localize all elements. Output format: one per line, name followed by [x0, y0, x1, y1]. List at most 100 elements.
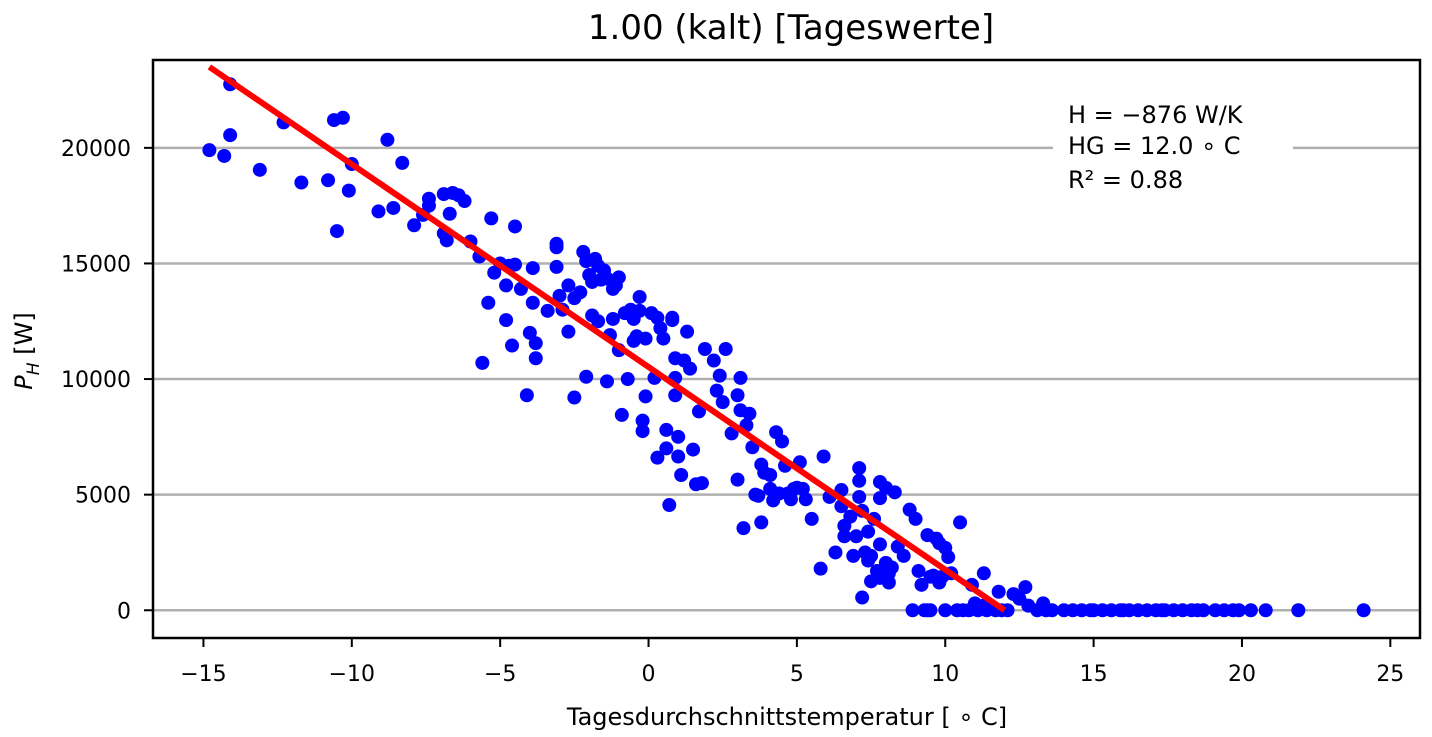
data-point: [730, 472, 745, 487]
data-point: [751, 488, 766, 503]
data-point: [380, 132, 395, 147]
data-point: [694, 476, 709, 491]
data-point: [1291, 603, 1306, 618]
data-point: [508, 257, 522, 272]
data-point: [884, 560, 899, 575]
x-tick-label: 10: [931, 662, 959, 687]
data-point: [217, 148, 232, 163]
data-point: [697, 342, 712, 356]
data-point: [730, 388, 745, 403]
data-point: [887, 485, 902, 500]
data-point: [484, 211, 499, 226]
data-point: [953, 515, 968, 530]
data-point: [522, 325, 537, 340]
y-axis: 0 5000 10000 15000 20000: [61, 137, 153, 624]
data-point: [659, 422, 674, 437]
x-tick-label: −10: [329, 662, 375, 687]
data-point: [395, 155, 410, 170]
data-point: [1083, 603, 1098, 618]
data-point: [499, 313, 514, 328]
data-point: [1356, 603, 1371, 618]
data-point: [1243, 603, 1258, 618]
data-point: [1190, 603, 1205, 618]
x-tick-label: 5: [790, 662, 804, 687]
data-point: [605, 311, 620, 326]
data-point: [386, 200, 401, 215]
data-point: [775, 434, 790, 449]
data-point: [528, 336, 543, 351]
data-point: [1154, 603, 1169, 618]
data-point: [505, 338, 520, 353]
data-point: [335, 110, 350, 125]
data-point: [371, 204, 386, 219]
data-point: [896, 548, 911, 563]
data-point: [852, 461, 867, 476]
data-point: [712, 368, 727, 383]
data-point: [656, 331, 671, 346]
y-tick-label: 0: [117, 599, 131, 624]
data-point: [549, 259, 564, 274]
data-point: [941, 550, 956, 565]
data-point: [442, 206, 457, 221]
data-point: [632, 303, 647, 318]
data-point: [872, 537, 887, 552]
annotation-h: H = −876 W/K: [1068, 101, 1244, 129]
chart-title: 1.00 (kalt) [Tageswerte]: [588, 8, 994, 48]
data-point: [911, 563, 926, 578]
regression-line: [207, 64, 1007, 613]
x-tick-label: 25: [1376, 662, 1404, 687]
data-point: [709, 383, 724, 398]
x-tick-label: −5: [484, 662, 516, 687]
data-point: [1258, 603, 1273, 618]
data-point: [932, 575, 947, 590]
data-point: [804, 511, 819, 526]
data-point: [976, 566, 991, 581]
data-points: [202, 77, 1371, 618]
data-point: [1018, 580, 1033, 595]
data-point: [837, 529, 852, 544]
data-point: [908, 511, 923, 526]
data-point: [668, 388, 683, 403]
data-point: [881, 575, 896, 590]
data-point: [321, 173, 336, 188]
data-point: [252, 162, 267, 177]
data-point: [659, 441, 674, 456]
data-point: [742, 406, 757, 421]
data-point: [852, 489, 867, 504]
data-point: [828, 545, 843, 560]
data-point: [1232, 603, 1246, 618]
data-point: [733, 370, 748, 385]
data-point: [813, 561, 828, 576]
data-point: [329, 224, 344, 239]
data-point: [549, 240, 564, 255]
data-point: [861, 524, 876, 539]
data-point: [991, 584, 1006, 599]
data-point: [481, 295, 496, 310]
data-point: [519, 388, 534, 403]
data-point: [457, 194, 472, 209]
data-point: [754, 515, 769, 530]
x-tick-label: 20: [1228, 662, 1256, 687]
data-point: [635, 413, 650, 428]
y-axis-label-unit: [W]: [10, 312, 38, 362]
data-point: [816, 449, 831, 464]
y-tick-label: 15000: [61, 252, 131, 277]
data-point: [611, 270, 626, 285]
data-point: [561, 278, 576, 293]
data-point: [638, 331, 653, 346]
annotation-r2: R² = 0.88: [1068, 166, 1183, 194]
x-axis: −15 −10 −5 0 5 10 15 20 25: [180, 638, 1404, 687]
data-point: [789, 480, 804, 495]
y-axis-label-main: P: [10, 375, 38, 390]
data-point: [671, 429, 686, 444]
data-point: [686, 442, 701, 457]
data-point: [407, 218, 422, 233]
data-point: [223, 128, 238, 143]
data-point: [718, 342, 733, 356]
y-axis-label: PH [W]: [10, 312, 44, 389]
data-point: [662, 498, 677, 513]
data-point: [674, 468, 689, 483]
grid-lines: [153, 146, 1420, 612]
x-axis-label: Tagesdurchschnittstemperatur [ ∘ C]: [566, 703, 1007, 731]
y-axis-label-sub: H: [24, 362, 44, 375]
